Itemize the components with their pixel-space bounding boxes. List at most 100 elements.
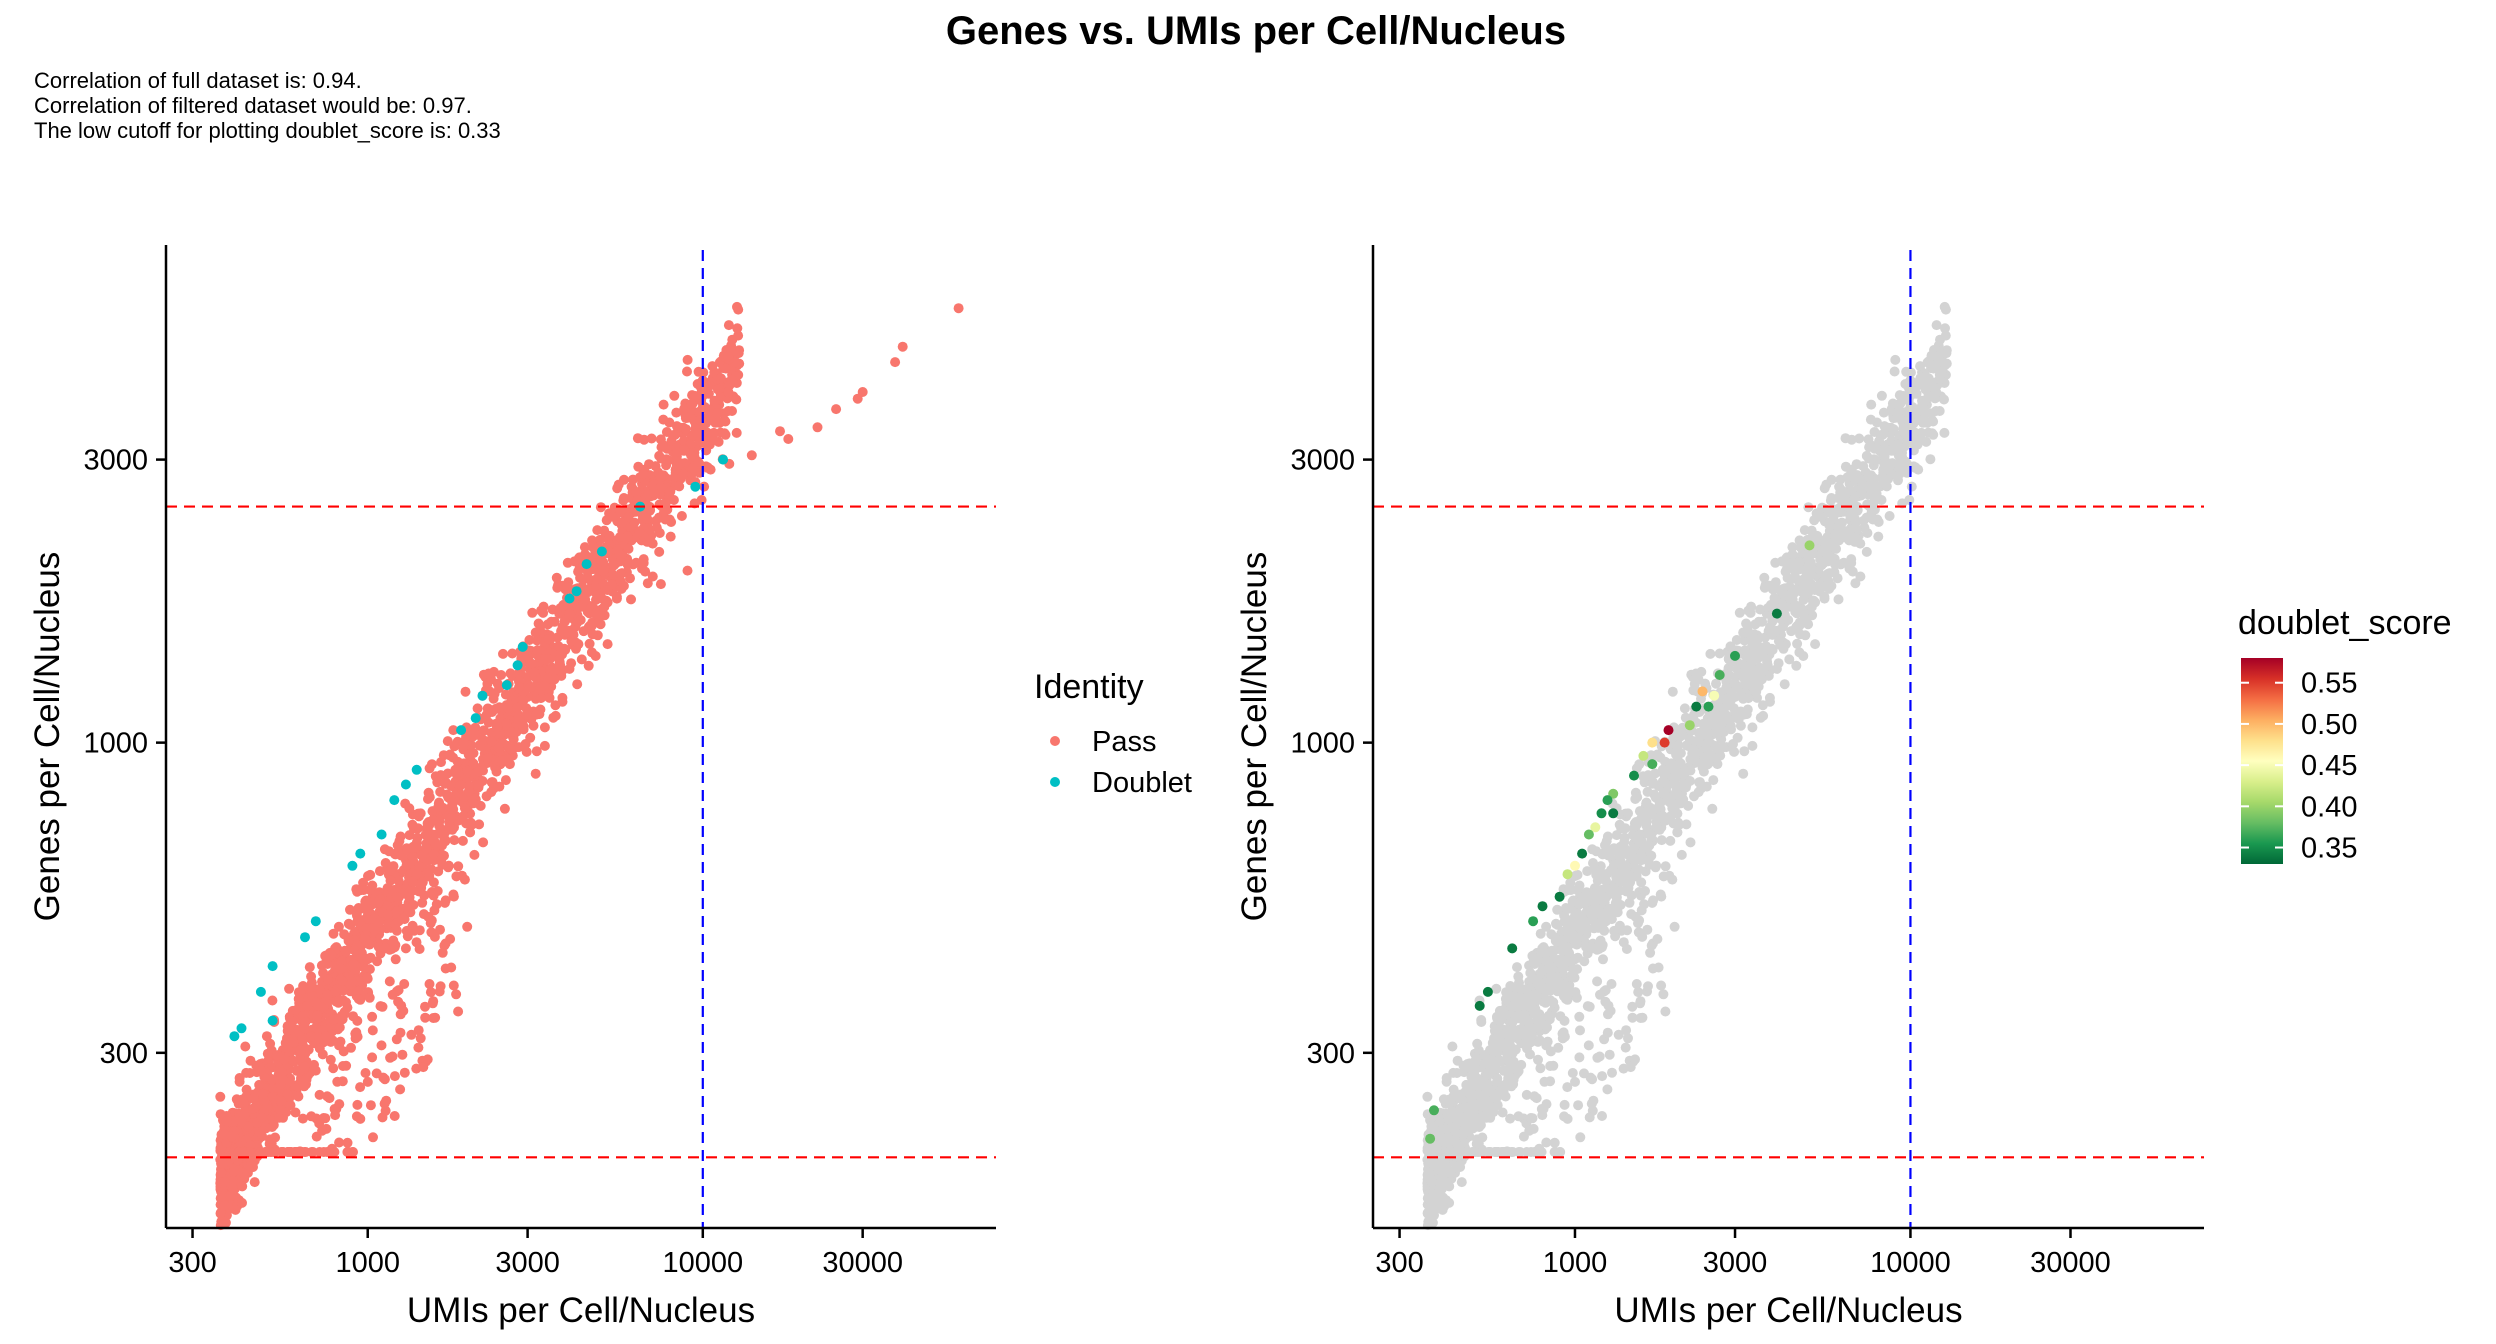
cloud-point — [1604, 1049, 1615, 1060]
cloud-point — [1893, 450, 1904, 461]
cloud-point — [1738, 627, 1749, 638]
cloud-point — [572, 679, 583, 690]
pass-point — [421, 829, 432, 840]
cloud-point — [362, 1076, 373, 1087]
cloud-point — [1773, 636, 1784, 647]
cloud-point — [422, 1054, 433, 1065]
cloud-point — [224, 1191, 235, 1201]
cloud-point — [421, 843, 432, 854]
cloud-point — [1541, 921, 1552, 932]
cloud-point — [428, 1013, 439, 1023]
cloud-point — [312, 1010, 322, 1021]
cloud-point — [1522, 1043, 1532, 1054]
cloud-point — [1630, 1054, 1640, 1065]
cloud-point — [1597, 1071, 1608, 1082]
pass-point — [746, 450, 757, 461]
cloud-point — [596, 555, 607, 566]
cloud-point — [1565, 885, 1576, 895]
cloud-point — [1571, 992, 1582, 1003]
y-tick-label: 3000 — [1290, 445, 1355, 477]
cloud-point — [1806, 601, 1817, 612]
doublet-score-point — [1577, 848, 1588, 859]
cloud-point — [1450, 1121, 1461, 1132]
cloud-point — [1634, 829, 1645, 840]
cloud-point — [1482, 1104, 1493, 1115]
cloud-point — [1714, 648, 1725, 659]
cloud-point — [424, 871, 435, 882]
cloud-point — [1930, 351, 1941, 362]
cloud-point — [437, 840, 447, 851]
cloud-point — [291, 1147, 302, 1157]
doublet-score-point — [1429, 1105, 1439, 1116]
cloud-point — [1776, 556, 1787, 567]
cloud-point — [618, 580, 629, 591]
cloud-point — [237, 1181, 248, 1192]
cloud-point — [720, 363, 731, 374]
x-tick-label: 10000 — [662, 1247, 743, 1279]
cloud-point — [1513, 1111, 1524, 1122]
cloud-point — [639, 434, 650, 445]
cloud-point — [1822, 549, 1832, 560]
cloud-point — [1603, 1000, 1614, 1011]
cloud-point — [552, 582, 563, 593]
cloud-point — [413, 1042, 424, 1053]
cloud-point — [634, 527, 645, 538]
cloud-point — [1787, 542, 1798, 553]
cloud-point — [453, 861, 464, 872]
cloud-point — [551, 572, 562, 583]
cloud-point — [1894, 398, 1905, 409]
cloud-point — [507, 648, 518, 659]
cloud-point — [1548, 997, 1559, 1008]
cloud-point — [314, 1043, 325, 1054]
cloud-point — [1889, 366, 1900, 377]
cloud-point — [365, 869, 376, 880]
cloud-point — [332, 1076, 343, 1087]
cloud-point — [1680, 712, 1691, 723]
cloud-point — [1810, 639, 1821, 650]
right-x-axis-title: UMIs per Cell/Nucleus — [1614, 1291, 1962, 1330]
cloud-point — [1671, 749, 1682, 760]
doublet-point — [501, 680, 512, 691]
cloud-point — [306, 983, 317, 994]
cloud-point — [1579, 1068, 1589, 1079]
cloud-point — [656, 453, 667, 464]
cloud-point — [358, 885, 369, 895]
cloud-point — [697, 386, 708, 397]
cloud-point — [583, 660, 594, 671]
cloud-point — [352, 1099, 363, 1110]
doublet-score-point — [1647, 759, 1658, 770]
cloud-point — [1573, 1100, 1584, 1111]
doublet-score-point — [1709, 690, 1720, 701]
cloud-point — [379, 1074, 390, 1085]
cloud-point — [435, 770, 446, 781]
cloud-point — [1667, 803, 1678, 814]
cloud-point — [388, 935, 399, 946]
cloud-point — [1863, 453, 1874, 464]
cloud-point — [1856, 487, 1867, 498]
cloud-point — [1910, 462, 1921, 473]
cloud-point — [215, 1207, 226, 1218]
cloud-point — [328, 1063, 339, 1074]
cloud-point — [1481, 1112, 1492, 1123]
doublet-point — [690, 481, 701, 492]
cloud-point — [1833, 594, 1844, 605]
cloud-point — [1527, 1113, 1538, 1124]
cloud-point — [1669, 921, 1680, 932]
cloud-point — [294, 1053, 305, 1064]
cloud-point — [297, 1035, 308, 1045]
cloud-point — [1627, 1012, 1638, 1023]
cloud-point — [360, 896, 371, 907]
cloud-point — [229, 1166, 240, 1176]
cloud-point — [445, 934, 456, 944]
cloud-point — [1708, 775, 1719, 786]
doublet-point — [456, 725, 467, 736]
cloud-point — [486, 787, 497, 798]
cloud-point — [1595, 935, 1606, 946]
cloud-point — [1600, 916, 1611, 927]
cloud-point — [215, 1091, 226, 1102]
cloud-point — [1693, 787, 1704, 798]
colorbar-tick-label: 0.45 — [2301, 750, 2357, 782]
cloud-point — [591, 573, 602, 584]
cloud-point — [1550, 935, 1561, 946]
